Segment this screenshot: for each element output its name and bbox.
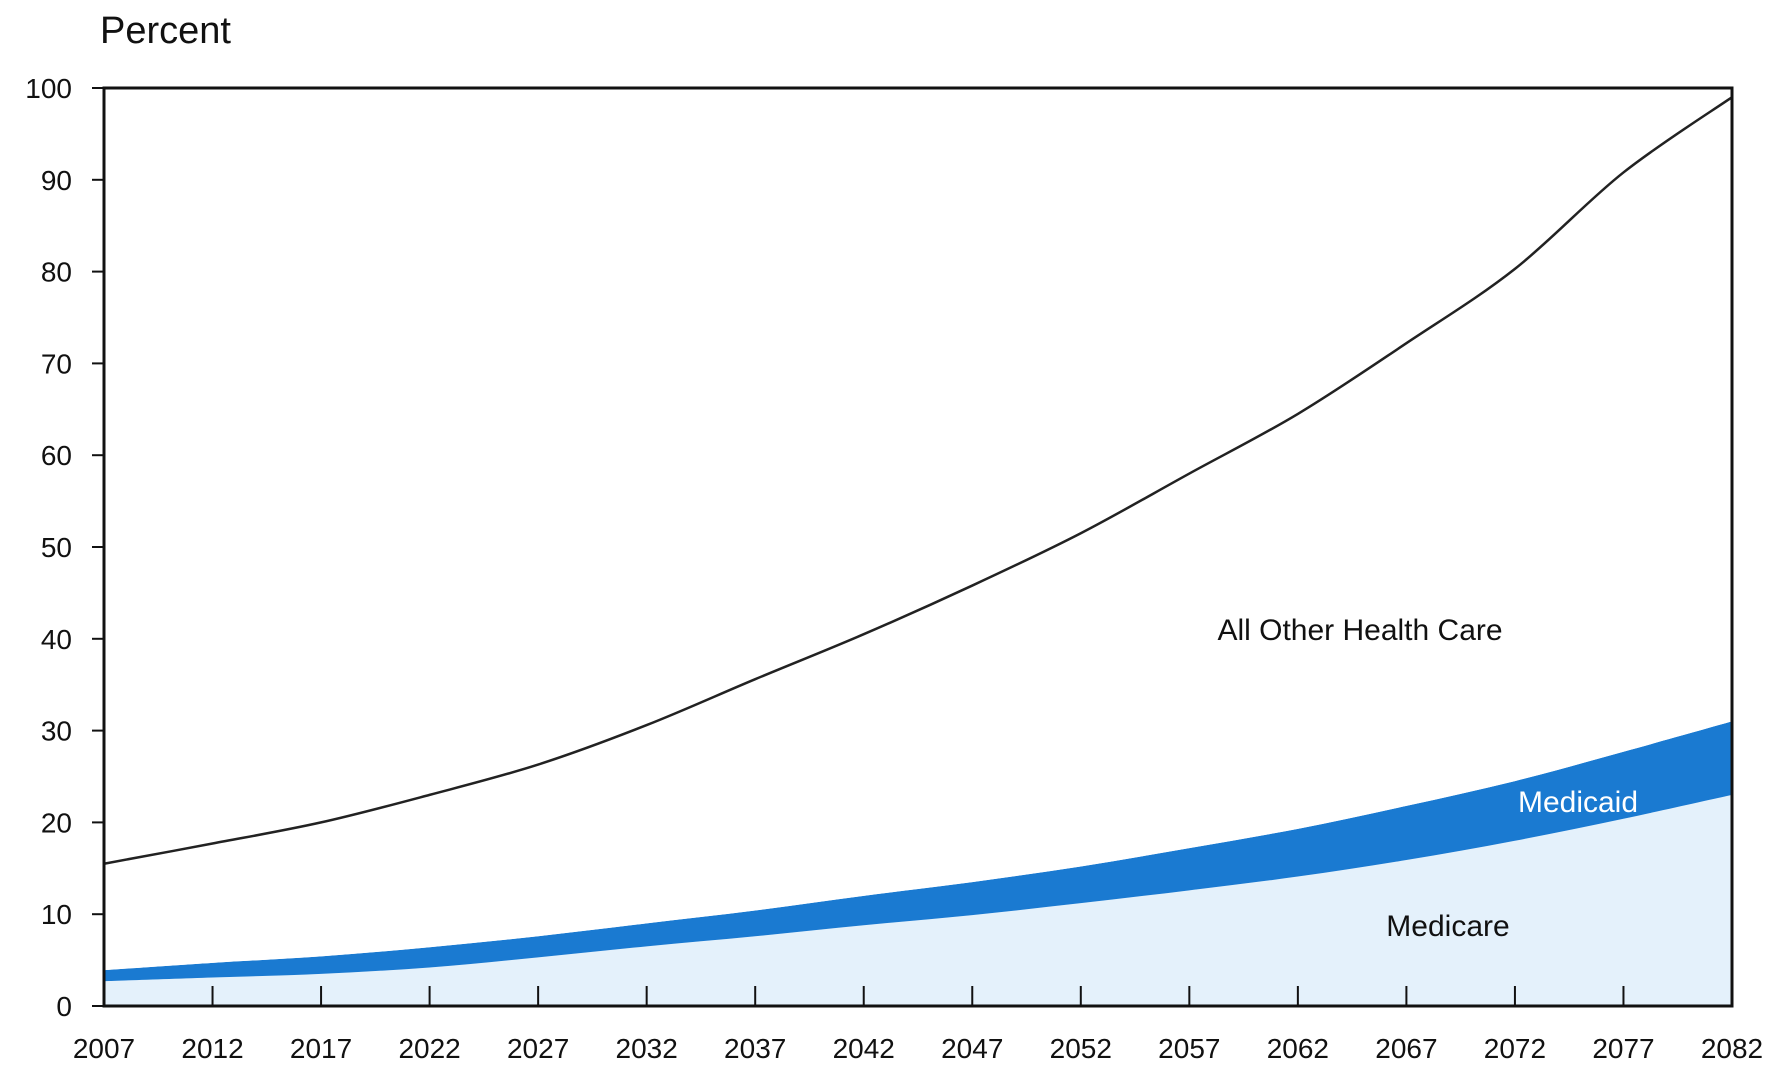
y-tick-label: 90 xyxy=(41,165,72,196)
area-medicaid xyxy=(104,721,1732,982)
x-axis: 2007 2012 2017 2022 2027 2032 2037 2042 2047 2052… xyxy=(73,986,1763,1064)
y-axis-title: Percent xyxy=(100,10,231,52)
x-tick-label: 2022 xyxy=(398,1033,460,1064)
annotation-medicare: Medicare xyxy=(1386,910,1509,943)
x-tick-label: 2062 xyxy=(1267,1033,1329,1064)
x-tick-label: 2012 xyxy=(181,1033,243,1064)
x-tick-label: 2037 xyxy=(724,1033,786,1064)
x-tick-label: 2047 xyxy=(941,1033,1003,1064)
y-tick-label: 20 xyxy=(41,807,72,838)
series-line-total xyxy=(103,96,1733,865)
y-tick-label: 0 xyxy=(56,991,72,1022)
x-tick-label: 2082 xyxy=(1701,1033,1763,1064)
annotation-medicaid: Medicaid xyxy=(1518,786,1638,819)
x-tick-label: 2057 xyxy=(1158,1033,1220,1064)
y-tick-label: 40 xyxy=(41,624,72,655)
y-tick-label: 70 xyxy=(41,348,72,379)
y-tick-label: 100 xyxy=(25,73,72,104)
y-tick-label: 50 xyxy=(41,532,72,563)
y-tick-label: 30 xyxy=(41,716,72,747)
y-tick-label: 10 xyxy=(41,899,72,930)
area-medicare xyxy=(104,794,1732,1006)
x-tick-label: 2027 xyxy=(507,1033,569,1064)
annotation-all-other-health-care: All Other Health Care xyxy=(1217,614,1502,647)
y-tick-label: 80 xyxy=(41,257,72,288)
x-tick-label: 2077 xyxy=(1592,1033,1654,1064)
x-tick-label: 2067 xyxy=(1375,1033,1437,1064)
x-tick-label: 2017 xyxy=(290,1033,352,1064)
area-labels: All Other Health Care Medicaid Medicare xyxy=(1217,614,1638,943)
x-tick-label: 2042 xyxy=(833,1033,895,1064)
area-all-other-health-care xyxy=(104,97,1732,971)
stacked-areas xyxy=(104,97,1732,1006)
x-tick-label: 2072 xyxy=(1484,1033,1546,1064)
y-axis: 0 10 20 30 40 50 60 70 80 90 100 xyxy=(25,73,104,1022)
series-lines xyxy=(103,96,1733,865)
x-tick-label: 2032 xyxy=(616,1033,678,1064)
y-tick-label: 60 xyxy=(41,440,72,471)
x-tick-label: 2052 xyxy=(1050,1033,1112,1064)
x-tick-label: 2007 xyxy=(73,1033,135,1064)
